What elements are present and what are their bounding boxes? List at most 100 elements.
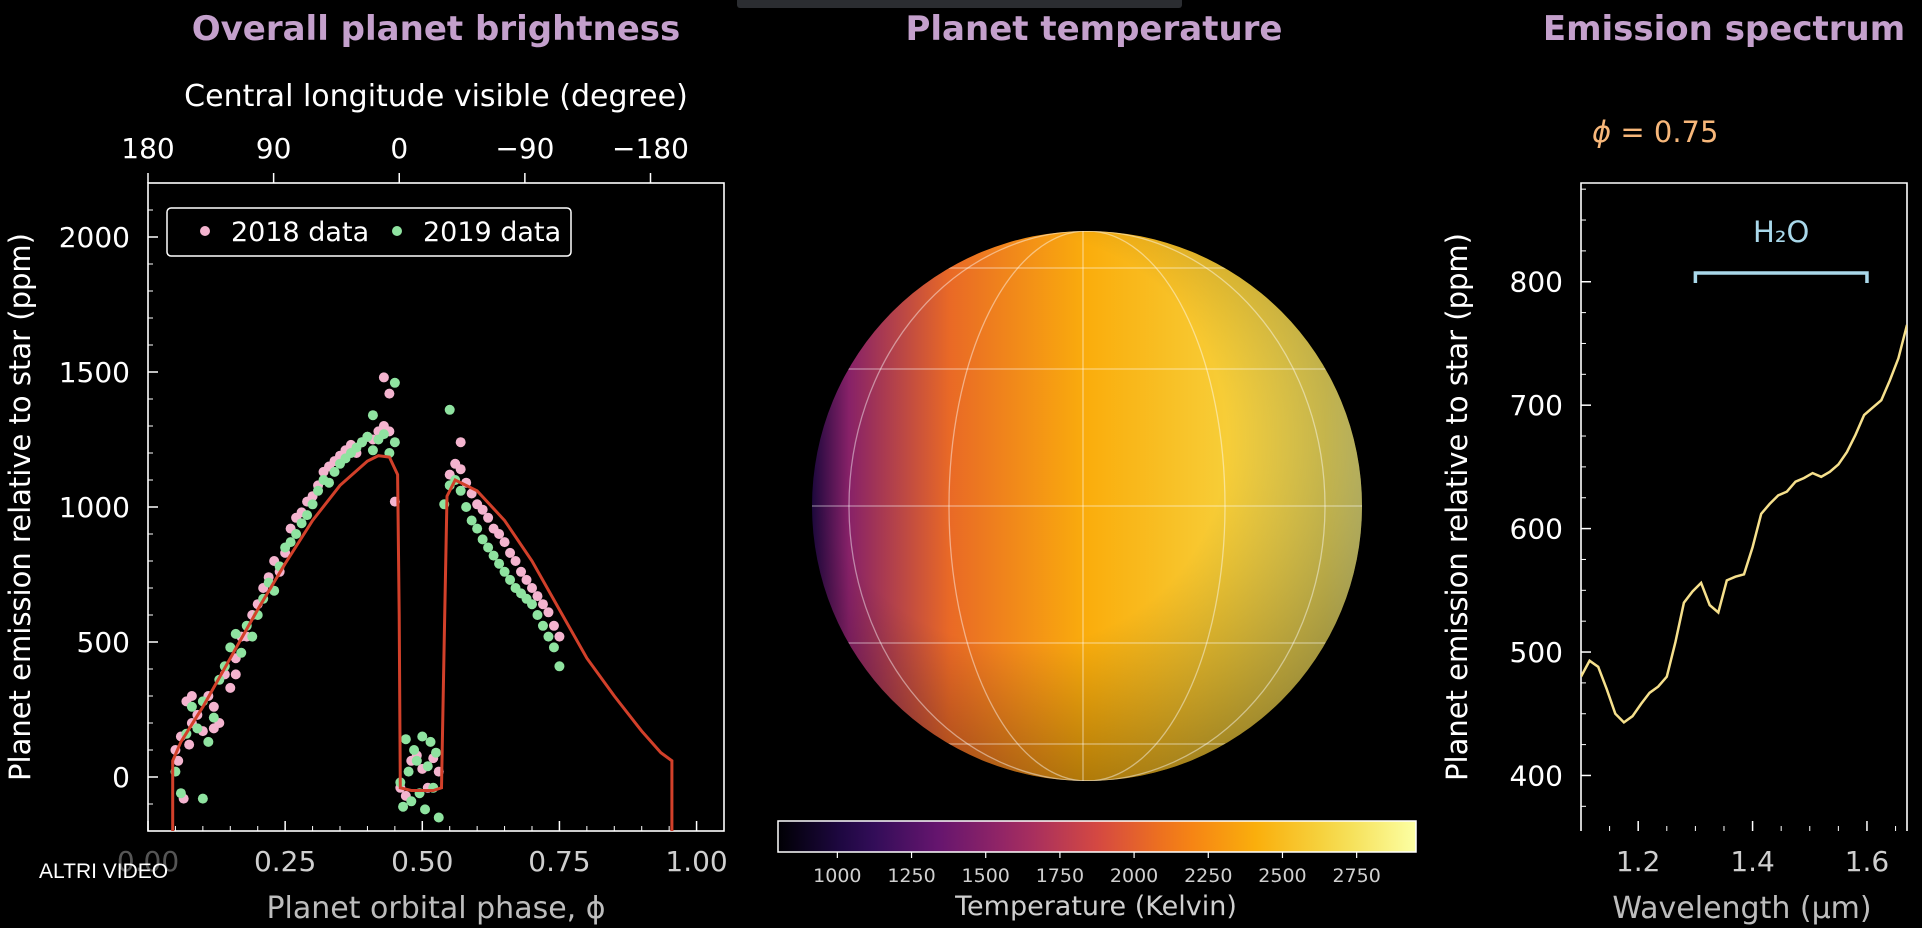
legend-box bbox=[166, 207, 572, 257]
colorbar-tick-label: 2750 bbox=[1332, 865, 1380, 887]
window-top-bar bbox=[737, 0, 1182, 8]
y-tick-label: 700 bbox=[1510, 389, 1563, 422]
point-2019 bbox=[367, 445, 378, 456]
phase-label: ϕ = 0.75 bbox=[1592, 115, 1718, 149]
h2o-annotation: H₂O bbox=[1693, 215, 1869, 283]
point-2019 bbox=[313, 485, 324, 496]
point-2019 bbox=[236, 647, 247, 658]
point-2019 bbox=[291, 529, 302, 539]
point-2019 bbox=[411, 755, 422, 766]
point-2019 bbox=[461, 502, 472, 512]
point-2018 bbox=[516, 566, 527, 577]
y-tick-label: 0 bbox=[112, 761, 130, 794]
point-2019 bbox=[422, 761, 433, 772]
point-2019 bbox=[175, 788, 186, 799]
x-tick-label: 0.75 bbox=[528, 845, 590, 878]
h2o-bracket bbox=[1693, 271, 1869, 283]
point-2019 bbox=[505, 574, 516, 585]
point-2018 bbox=[532, 591, 543, 602]
x-tick-label: 1.00 bbox=[665, 845, 727, 878]
point-2019 bbox=[389, 377, 400, 388]
point-2019 bbox=[472, 523, 483, 534]
temperature-map: 1000 1250 1500 1750 2000 2250 2500 2750 Tempera… bbox=[777, 231, 1417, 922]
point-2019 bbox=[425, 736, 436, 747]
point-2019 bbox=[406, 796, 417, 807]
h2o-label: H₂O bbox=[1753, 215, 1809, 249]
legend-marker-2018 bbox=[200, 226, 210, 236]
point-2019 bbox=[532, 610, 543, 620]
phase-value: = 0.75 bbox=[1611, 115, 1718, 149]
y-tick-label: 800 bbox=[1510, 266, 1563, 299]
legend-label-2018: 2018 data bbox=[231, 217, 369, 248]
point-2019 bbox=[208, 712, 219, 723]
point-2018 bbox=[510, 556, 521, 566]
point-2019 bbox=[431, 747, 441, 758]
colorbar-label: Temperature (Kelvin) bbox=[954, 891, 1237, 922]
point-2019 bbox=[197, 793, 208, 804]
point-2019 bbox=[494, 558, 505, 569]
point-2018 bbox=[543, 607, 554, 618]
brightness-top-axis-label: Central longitude visible (degree) bbox=[184, 79, 688, 114]
brightness-legend: 2018 data 2019 data bbox=[166, 207, 572, 257]
y-tick-label: 500 bbox=[77, 626, 130, 659]
colorbar-tick-label: 1500 bbox=[962, 865, 1010, 887]
spectrum-axes bbox=[1580, 182, 1908, 831]
y-tick-label: 600 bbox=[1510, 513, 1563, 546]
temperature-title: Planet temperature bbox=[905, 9, 1282, 49]
spectrum-line bbox=[1581, 324, 1907, 725]
point-2019 bbox=[543, 631, 554, 642]
point-2019 bbox=[499, 566, 510, 577]
colorbar-tick-label: 2000 bbox=[1110, 865, 1158, 887]
point-2018 bbox=[521, 574, 532, 585]
x-tick-label: 1.2 bbox=[1616, 845, 1661, 878]
point-2019 bbox=[367, 410, 378, 421]
brightness-plot-frame bbox=[147, 182, 725, 832]
point-2019 bbox=[302, 510, 313, 521]
top-tick-label: 90 bbox=[256, 132, 292, 165]
point-2018 bbox=[455, 437, 466, 448]
point-2019 bbox=[389, 437, 400, 448]
point-2018 bbox=[184, 739, 195, 750]
spectrum-title: Emission spectrum bbox=[1543, 9, 1905, 49]
colorbar-tick-label: 1250 bbox=[887, 865, 935, 887]
point-2019 bbox=[230, 628, 241, 639]
x-tick-label: 1.6 bbox=[1845, 845, 1890, 878]
point-2019 bbox=[186, 701, 197, 712]
point-2018 bbox=[230, 669, 241, 680]
point-2019 bbox=[400, 734, 411, 745]
point-2019 bbox=[285, 537, 296, 548]
legend-label-2019: 2019 data bbox=[423, 217, 561, 248]
top-tick-label: 180 bbox=[121, 132, 174, 165]
point-2018 bbox=[173, 755, 184, 766]
point-2019 bbox=[444, 404, 455, 415]
point-2018 bbox=[537, 599, 548, 610]
brightness-chart: Central longitude visible (degree) 180 90… bbox=[3, 79, 728, 926]
colorbar-tick-label: 2500 bbox=[1258, 865, 1306, 887]
point-2018 bbox=[208, 723, 219, 734]
spectrum-y-axis-label: Planet emission relative to star (ppm) bbox=[1440, 233, 1474, 781]
point-2019 bbox=[537, 620, 548, 631]
y-tick-label: 500 bbox=[1510, 636, 1563, 669]
point-2019 bbox=[420, 804, 431, 815]
point-2019 bbox=[398, 801, 409, 812]
point-2019 bbox=[362, 431, 373, 442]
brightness-y-axis-label: Planet emission relative to star (ppm) bbox=[3, 233, 37, 781]
point-2018 bbox=[384, 388, 395, 399]
point-2019 bbox=[225, 642, 236, 653]
point-2018 bbox=[505, 547, 516, 558]
point-2018 bbox=[483, 512, 494, 523]
y-tick-label: 1000 bbox=[59, 491, 130, 524]
brightness-title: Overall planet brightness bbox=[192, 9, 681, 49]
x-tick-label: 0.25 bbox=[254, 845, 316, 878]
point-2018 bbox=[225, 682, 236, 693]
top-tick-label: 0 bbox=[390, 132, 408, 165]
altri-video-label[interactable]: ALTRI VIDEO bbox=[39, 860, 169, 883]
colorbar-tick-label: 1750 bbox=[1036, 865, 1084, 887]
point-2019 bbox=[324, 477, 335, 488]
point-2019 bbox=[488, 550, 499, 561]
y-tick-label: 400 bbox=[1510, 759, 1563, 792]
point-2019 bbox=[378, 429, 389, 440]
legend-marker-2019 bbox=[392, 226, 402, 236]
y-tick-label: 1500 bbox=[59, 356, 130, 389]
